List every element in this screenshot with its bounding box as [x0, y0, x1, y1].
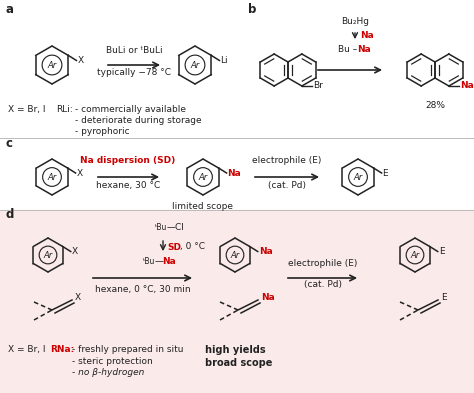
Text: Ar: Ar [47, 173, 56, 182]
Text: (cat. Pd): (cat. Pd) [268, 181, 306, 190]
Bar [0, 210, 474, 393]
Text: SD: SD [167, 242, 181, 252]
Text: broad scope: broad scope [205, 358, 273, 368]
Text: E: E [383, 169, 388, 178]
Text: X = Br, I: X = Br, I [8, 345, 46, 354]
Text: electrophile (E): electrophile (E) [252, 156, 322, 165]
Text: —: — [155, 257, 164, 266]
Text: b: b [248, 3, 256, 16]
Text: Na: Na [460, 81, 474, 90]
Text: Ar: Ar [44, 250, 53, 259]
Text: Li: Li [220, 56, 228, 65]
Text: Ar: Ar [47, 61, 56, 70]
Text: d: d [6, 208, 14, 221]
Text: BuLi or ᵗBuLi: BuLi or ᵗBuLi [106, 46, 162, 55]
Text: Ar: Ar [191, 61, 200, 70]
Text: Br: Br [313, 81, 323, 90]
Text: hexane, 30 °C: hexane, 30 °C [96, 181, 160, 190]
Text: E: E [441, 294, 447, 303]
Text: X: X [72, 247, 78, 256]
Text: X: X [75, 294, 81, 303]
Text: hexane, 0 °C, 30 min: hexane, 0 °C, 30 min [95, 285, 191, 294]
Text: , 0 °C: , 0 °C [180, 242, 205, 252]
Text: Na: Na [259, 247, 273, 256]
Text: typically −78 °C: typically −78 °C [97, 68, 171, 77]
Text: - deteriorate during storage: - deteriorate during storage [75, 116, 201, 125]
Text: Na: Na [261, 294, 275, 303]
Text: (cat. Pd): (cat. Pd) [304, 280, 342, 289]
Text: a: a [6, 3, 14, 16]
Text: X: X [77, 169, 83, 178]
Text: c: c [6, 137, 13, 150]
Text: X: X [77, 56, 83, 65]
Text: high yields: high yields [205, 345, 265, 355]
Text: limited scope: limited scope [173, 202, 234, 211]
Text: - pyrophoric: - pyrophoric [75, 127, 129, 136]
Text: RLi:: RLi: [56, 105, 73, 114]
Text: RNa:: RNa: [50, 345, 74, 354]
Text: —Cl: —Cl [167, 224, 185, 233]
Text: - commercially available: - commercially available [75, 105, 186, 114]
Text: Na: Na [357, 46, 371, 55]
Text: Ar: Ar [199, 173, 208, 182]
Text: Bu –: Bu – [338, 46, 357, 55]
Text: Bu₂Hg: Bu₂Hg [341, 18, 369, 26]
Text: electrophile (E): electrophile (E) [288, 259, 358, 268]
Text: Ar: Ar [410, 250, 419, 259]
Text: - no β-hydrogen: - no β-hydrogen [72, 368, 145, 377]
Text: Na: Na [162, 257, 176, 266]
Text: Ar: Ar [354, 173, 363, 182]
Text: Na: Na [228, 169, 241, 178]
Text: Na: Na [360, 31, 374, 40]
Text: E: E [439, 247, 444, 256]
Text: - steric protection: - steric protection [72, 357, 153, 366]
Text: Ar: Ar [230, 250, 240, 259]
Text: X = Br, I: X = Br, I [8, 105, 46, 114]
Text: Na dispersion (SD): Na dispersion (SD) [81, 156, 176, 165]
Text: ᵗBu: ᵗBu [155, 224, 167, 233]
Text: 28%: 28% [425, 101, 445, 110]
Text: ᵗBu: ᵗBu [143, 257, 155, 266]
Text: - freshly prepared in situ: - freshly prepared in situ [72, 345, 183, 354]
